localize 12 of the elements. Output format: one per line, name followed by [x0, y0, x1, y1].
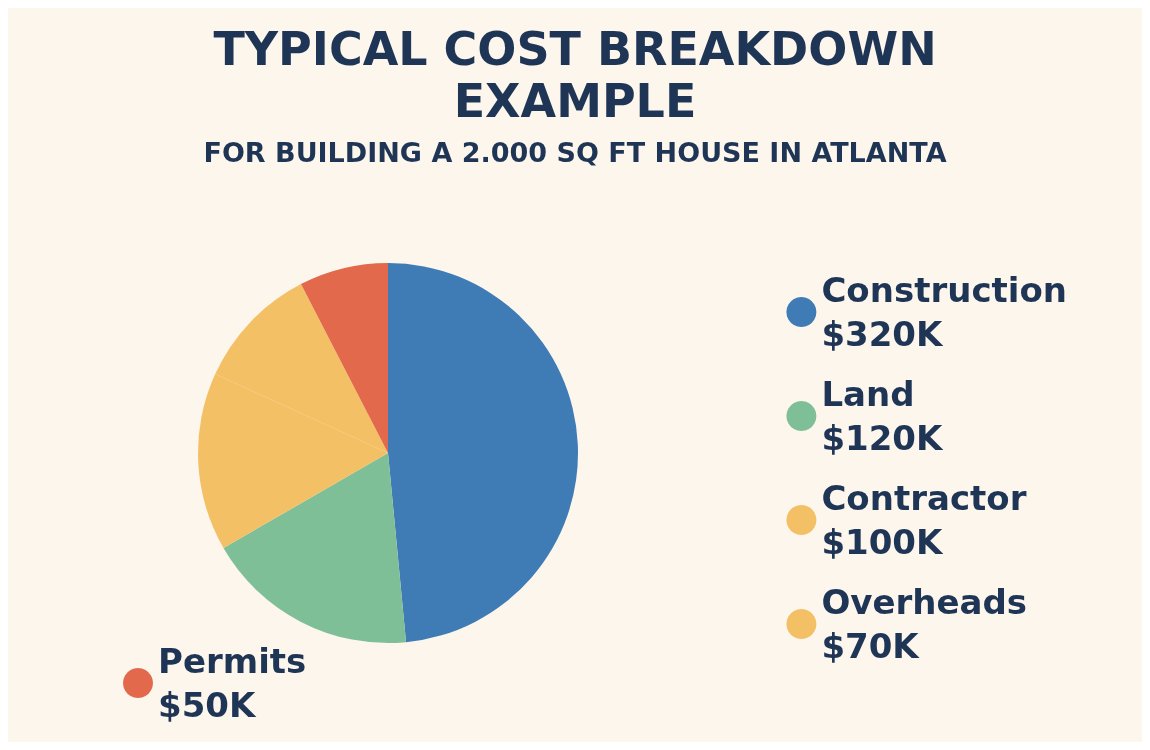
- data-label: $50K: [158, 685, 257, 725]
- chart-subtitle: FOR BUILDING A 2.000 SQ FT HOUSE IN ATLANTA: [203, 137, 947, 168]
- data-label: $100K: [821, 522, 945, 562]
- legend-label: Land: [821, 374, 915, 414]
- data-label: $70K: [821, 626, 921, 666]
- data-label: $320K: [821, 314, 945, 354]
- chart-title: TYPICAL COST BREAKDOWN EXAMPLE: [213, 22, 937, 128]
- legend-label: Construction: [821, 270, 1068, 310]
- data-label: $120K: [821, 418, 945, 458]
- legend-label: Contractor: [821, 478, 1027, 518]
- legend-label: Permits: [158, 641, 307, 681]
- legend-label: Overheads: [821, 582, 1028, 622]
